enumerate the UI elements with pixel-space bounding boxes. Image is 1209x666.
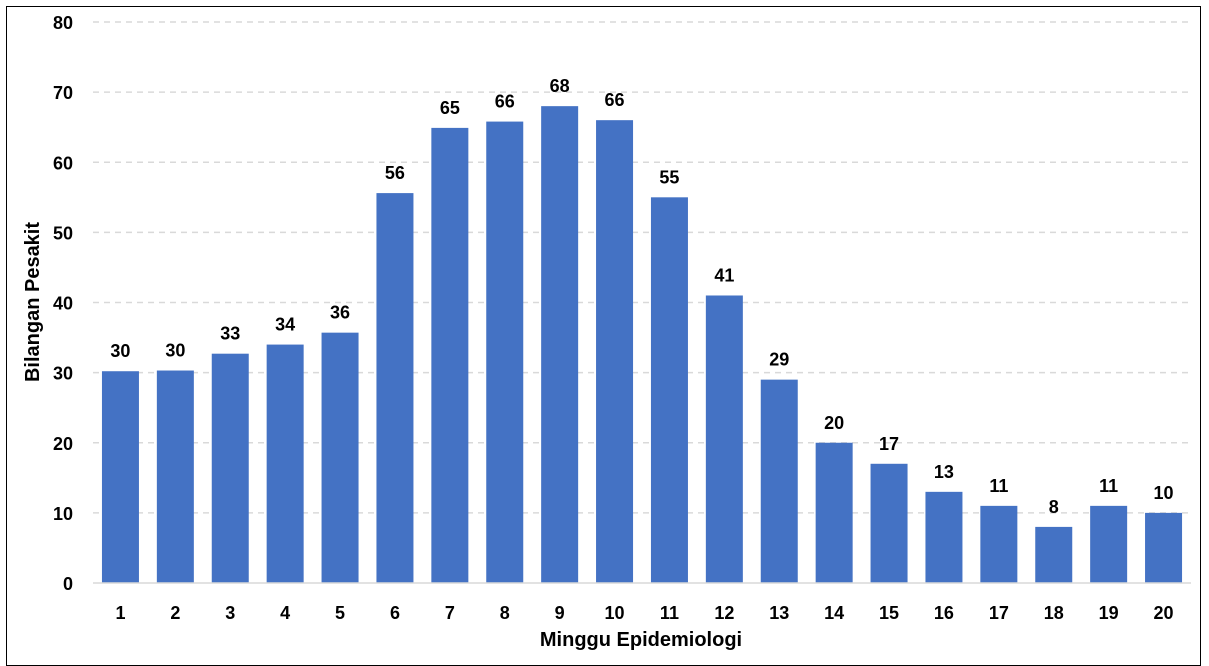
data-label: 11 bbox=[1099, 476, 1118, 496]
y-tick-label: 30 bbox=[53, 364, 73, 384]
bar bbox=[1035, 526, 1073, 583]
x-tick-label: 14 bbox=[824, 603, 844, 623]
y-tick-label: 0 bbox=[63, 574, 73, 594]
bar bbox=[1145, 512, 1183, 583]
data-label: 33 bbox=[220, 324, 240, 344]
x-tick-label: 11 bbox=[660, 603, 679, 623]
data-label: 20 bbox=[824, 413, 844, 433]
bar bbox=[101, 371, 139, 583]
x-tick-labels: 1 2 3 4 5 6 7 8 9 10 11 12 13 14 15 16 17 18 19 20 bbox=[115, 603, 1173, 623]
x-tick-label: 5 bbox=[335, 603, 345, 623]
data-label: 13 bbox=[934, 462, 954, 482]
data-label: 29 bbox=[769, 350, 789, 370]
bar bbox=[925, 491, 963, 583]
x-axis-title: Minggu Epidemiologi bbox=[540, 629, 742, 651]
x-tick-label: 16 bbox=[934, 603, 954, 623]
bar bbox=[705, 295, 743, 583]
bar bbox=[1090, 505, 1128, 583]
data-label: 65 bbox=[440, 98, 460, 118]
x-tick-label: 4 bbox=[280, 603, 290, 623]
x-tick-label: 9 bbox=[555, 603, 565, 623]
bar bbox=[541, 106, 579, 584]
data-label: 56 bbox=[385, 163, 405, 183]
bar bbox=[650, 197, 688, 583]
x-tick-label: 1 bbox=[115, 603, 125, 623]
y-axis-title: Bilangan Pesakit bbox=[22, 222, 44, 382]
y-tick-label: 40 bbox=[53, 294, 73, 314]
data-label: 41 bbox=[714, 265, 734, 285]
y-tick-label: 60 bbox=[53, 153, 73, 173]
data-label: 8 bbox=[1049, 497, 1059, 517]
data-label: 30 bbox=[165, 341, 185, 361]
x-tick-label: 17 bbox=[989, 603, 1009, 623]
x-tick-label: 2 bbox=[170, 603, 180, 623]
bar bbox=[760, 379, 798, 583]
bar bbox=[815, 442, 853, 583]
bar bbox=[266, 344, 304, 583]
bar bbox=[321, 332, 359, 583]
y-tick-label: 80 bbox=[53, 13, 73, 33]
bar bbox=[211, 353, 249, 583]
data-label: 11 bbox=[989, 476, 1008, 496]
x-tick-label: 20 bbox=[1154, 603, 1174, 623]
data-label: 68 bbox=[550, 76, 570, 96]
x-tick-label: 10 bbox=[605, 603, 625, 623]
x-tick-label: 12 bbox=[714, 603, 734, 623]
data-label: 66 bbox=[495, 92, 515, 112]
data-label: 30 bbox=[110, 341, 130, 361]
y-tick-labels: 0 10 20 30 40 50 60 70 80 bbox=[53, 13, 73, 594]
bar bbox=[596, 120, 634, 584]
y-tick-label: 10 bbox=[53, 504, 73, 524]
x-tick-label: 13 bbox=[769, 603, 789, 623]
bar bbox=[156, 370, 194, 583]
data-label: 17 bbox=[879, 434, 899, 454]
data-labels: 30 30 33 34 36 56 65 66 68 66 55 41 29 20 17 13 11 8 11 10 bbox=[110, 76, 1173, 517]
x-tick-label: 3 bbox=[225, 603, 235, 623]
data-label: 10 bbox=[1154, 483, 1174, 503]
x-tick-label: 18 bbox=[1044, 603, 1064, 623]
bar bbox=[486, 121, 524, 583]
bars bbox=[101, 106, 1183, 584]
bar bbox=[870, 463, 908, 583]
y-tick-label: 50 bbox=[53, 223, 73, 243]
bar bbox=[431, 127, 469, 584]
x-tick-label: 19 bbox=[1099, 603, 1119, 623]
bar bbox=[376, 193, 414, 584]
gridlines bbox=[93, 21, 1191, 514]
x-tick-label: 15 bbox=[879, 603, 899, 623]
x-tick-label: 8 bbox=[500, 603, 510, 623]
data-label: 34 bbox=[275, 315, 295, 335]
data-label: 55 bbox=[659, 167, 679, 187]
y-tick-label: 20 bbox=[53, 434, 73, 454]
data-label: 66 bbox=[605, 90, 625, 110]
bar bbox=[980, 505, 1018, 583]
x-tick-label: 6 bbox=[390, 603, 400, 623]
y-tick-label: 70 bbox=[53, 83, 73, 103]
data-label: 36 bbox=[330, 303, 350, 323]
x-tick-label: 7 bbox=[445, 603, 455, 623]
